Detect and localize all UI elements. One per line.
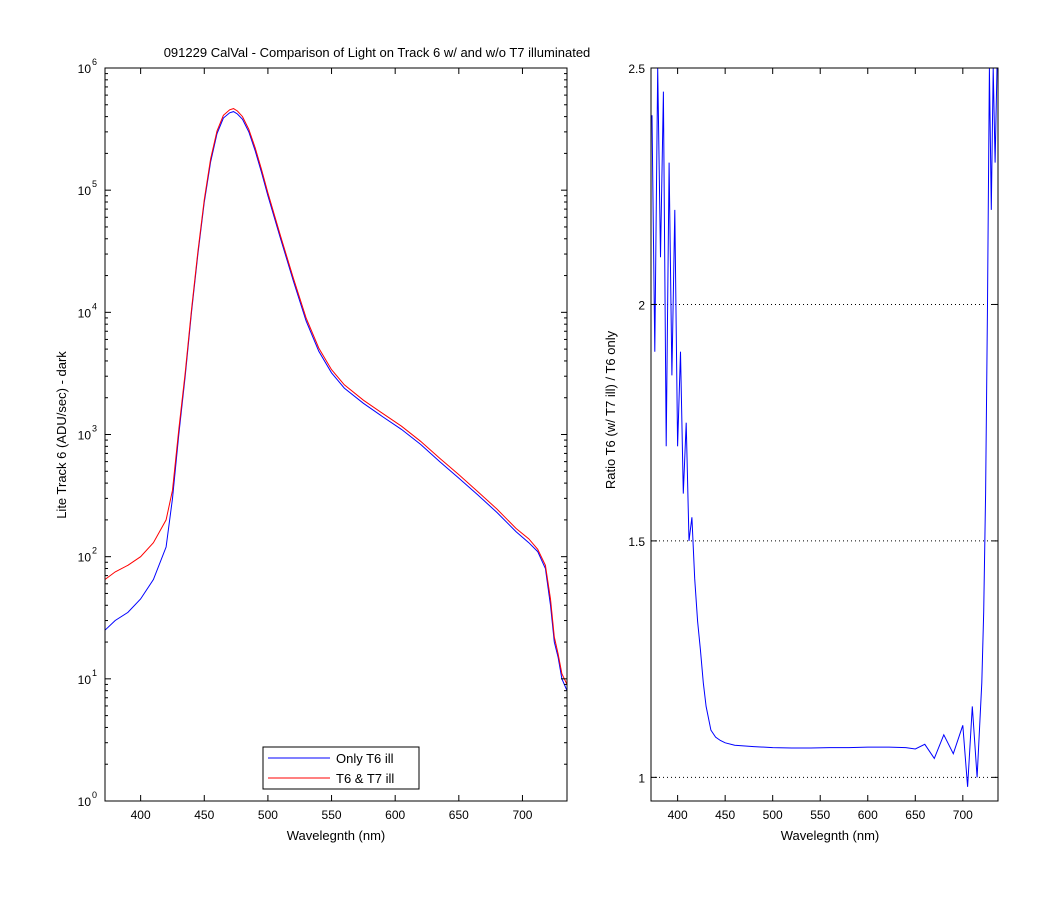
right-y-axis-label: Ratio T6 (w/ T7 ill) / T6 only — [603, 330, 618, 489]
left-x-tick-label: 650 — [449, 808, 469, 822]
left-x-tick-label: 700 — [512, 808, 532, 822]
right-y-tick-label: 2 — [638, 298, 645, 312]
left-legend: Only T6 ill T6 & T7 ill — [262, 746, 420, 790]
right-x-tick-label: 650 — [905, 808, 925, 822]
left-x-tick-label: 400 — [131, 808, 151, 822]
left-x-axis-label: Wavelegnth (nm) — [287, 828, 386, 843]
left-y-tick-base: 10 — [78, 62, 92, 76]
right-ticks: 400 450 500 550 600 650 700 1 1.5 2 2.5 — [628, 62, 998, 822]
left-y-tick-base: 10 — [78, 184, 92, 198]
right-x-tick-label: 550 — [810, 808, 830, 822]
left-x-tick-label: 600 — [385, 808, 405, 822]
right-x-tick-label: 700 — [953, 808, 973, 822]
right-x-tick-label: 450 — [715, 808, 735, 822]
right-y-tick-label: 2.5 — [628, 62, 645, 76]
right-x-tick-label: 400 — [668, 808, 688, 822]
left-y-tick-base: 10 — [78, 551, 92, 565]
left-y-tick-exp: 3 — [92, 424, 97, 434]
legend-label-t6-t7: T6 & T7 ill — [336, 771, 394, 786]
left-y-tick-exp: 5 — [92, 179, 97, 189]
left-y-axis-label: Lite Track 6 (ADU/sec) - dark — [54, 351, 69, 519]
left-y-tick-exp: 0 — [92, 790, 97, 800]
series-line-t6-t7 — [104, 108, 568, 685]
left-y-tick-label: 10 6 — [78, 57, 97, 76]
left-y-tick-exp: 1 — [92, 668, 97, 678]
left-y-tick-label: 10 3 — [78, 424, 97, 443]
right-x-axis-label: Wavelegnth (nm) — [781, 828, 880, 843]
left-y-tick-base: 10 — [78, 429, 92, 443]
left-y-tick-base: 10 — [78, 795, 92, 809]
left-plot-area — [104, 67, 568, 802]
right-plot-lines — [651, 67, 998, 787]
left-y-tick-exp: 6 — [92, 57, 97, 67]
left-y-tick-label: 10 2 — [78, 546, 97, 565]
right-y-tick-label: 1.5 — [628, 535, 645, 549]
left-plot-lines — [104, 108, 568, 691]
left-y-tick-label: 10 5 — [78, 179, 97, 198]
left-x-tick-label: 550 — [322, 808, 342, 822]
left-y-tick-label: 10 4 — [78, 301, 97, 320]
right-y-tick-label: 1 — [638, 771, 645, 785]
figure-title: 091229 CalVal - Comparison of Light on T… — [164, 45, 591, 60]
left-y-tick-label: 10 1 — [78, 668, 97, 687]
legend-box — [262, 746, 420, 790]
legend-label-only-t6: Only T6 ill — [336, 751, 394, 766]
left-y-tick-exp: 2 — [92, 546, 97, 556]
left-x-tick-label: 450 — [194, 808, 214, 822]
right-panel-ratio: 400 450 500 550 600 650 700 1 1.5 2 2.5 Wavelegnth… — [603, 62, 999, 843]
left-y-tick-base: 10 — [78, 673, 92, 687]
left-y-tick-exp: 4 — [92, 301, 97, 311]
right-plot-area — [650, 67, 999, 802]
right-x-tick-label: 600 — [858, 808, 878, 822]
right-x-tick-label: 500 — [763, 808, 783, 822]
left-y-tick-base: 10 — [78, 306, 92, 320]
left-y-tick-label: 10 0 — [78, 790, 97, 809]
series-line-ratio — [651, 67, 998, 787]
left-x-tick-label: 500 — [258, 808, 278, 822]
